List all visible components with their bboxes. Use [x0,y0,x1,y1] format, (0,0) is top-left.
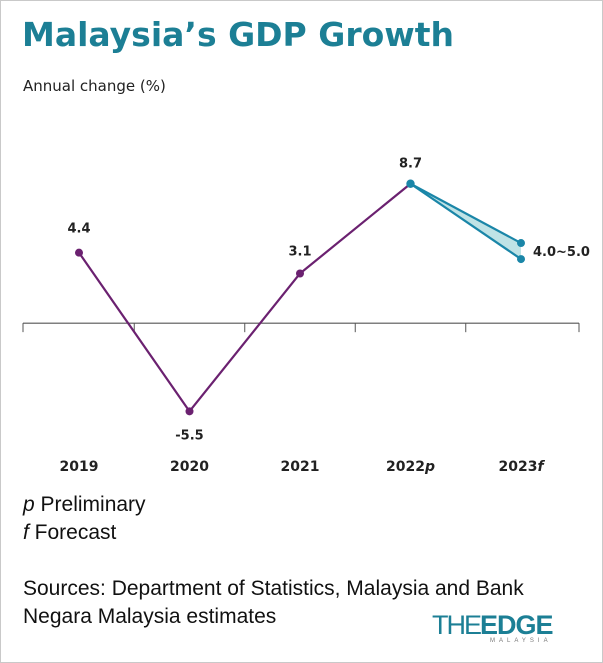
logo-wordmark: THEEDGE [432,610,584,640]
logo-subtext: MALAYSIA [490,638,552,644]
note-forecast: f Forecast [23,521,116,545]
note-symbol-f: f [23,521,29,544]
sources-note: Sources: Department of Statistics, Malay… [23,577,524,628]
x-tick-label-2022: 2022p [386,459,435,475]
data-label-2: 3.1 [288,244,311,259]
x-tick-label-2020: 2020 [170,459,209,475]
series-line-2 [409,182,522,260]
note-text-preliminary: Preliminary [34,493,146,516]
chart-subtitle: Annual change (%) [23,77,166,95]
data-label-1: -5.5 [175,428,203,443]
chart-title: Malaysia’s GDP Growth [22,15,455,54]
gdp-line-chart: 4.4 -5.5 3.1 8.7 4.0~5.0 2019 2020 2021 2022p 202… [22,157,590,475]
data-label-4: 4.0~5.0 [533,245,590,260]
x-tick-label-2023: 2023f [498,459,545,475]
x-tick-label-2021: 2021 [281,459,320,475]
data-label-3: 8.7 [399,157,422,172]
data-point-1-2023 [517,239,525,248]
x-tick-suffix-p: p [424,459,435,475]
data-point-2022-joint [406,179,415,188]
data-point-0-2021 [296,269,304,278]
data-point-0-2020 [185,407,194,416]
series-line-0 [78,182,412,413]
logo-the: THE [432,610,482,640]
data-point-0-2019 [75,248,83,257]
logo-edge: EDGE [480,610,554,640]
series-line-1 [409,182,522,245]
data-point-2-2023 [517,255,525,264]
note-text-forecast: Forecast [28,521,117,544]
x-tick-label-2019: 2019 [60,459,99,475]
data-label-0: 4.4 [67,222,90,237]
the-edge-logo: THEEDGE MALAYSIA [432,612,584,650]
x-tick-suffix-f: f [537,459,545,475]
note-preliminary: p Preliminary [23,493,146,517]
note-symbol-p: p [23,493,35,516]
